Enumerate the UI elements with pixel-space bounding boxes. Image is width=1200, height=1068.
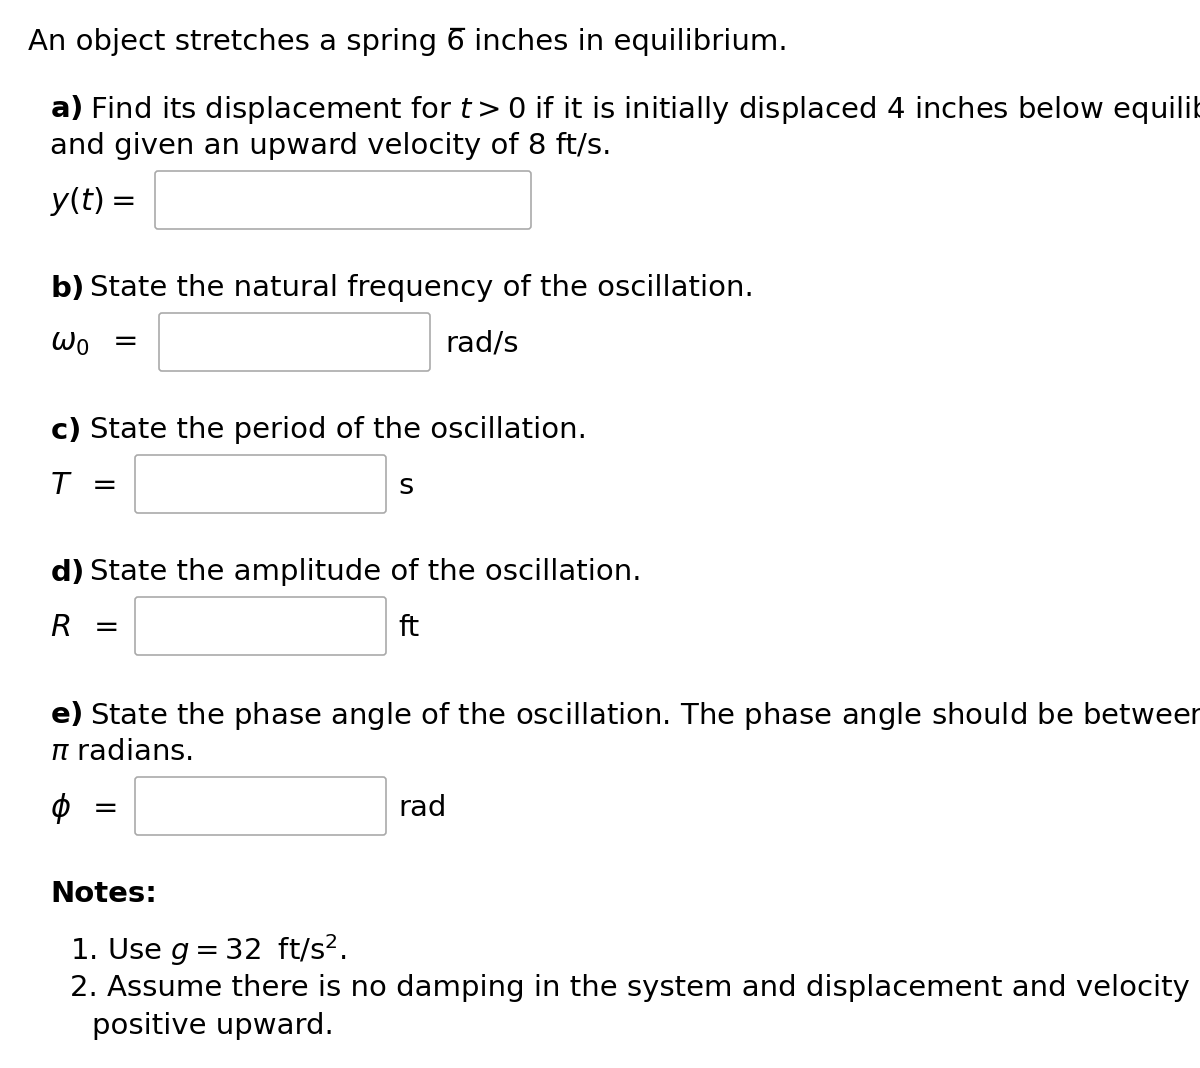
FancyBboxPatch shape [134,778,386,835]
Text: $\pi$ radians.: $\pi$ radians. [50,738,193,766]
Text: State the natural frequency of the oscillation.: State the natural frequency of the oscil… [90,274,754,302]
Text: $T \;\; =$: $T \;\; =$ [50,471,115,501]
Text: $y(t) =$: $y(t) =$ [50,186,134,219]
Text: rad: rad [398,794,446,822]
Text: $R \;\; =$: $R \;\; =$ [50,613,118,643]
FancyBboxPatch shape [134,597,386,655]
Text: positive upward.: positive upward. [92,1012,334,1040]
Text: $\mathbf{a)}$: $\mathbf{a)}$ [50,94,83,123]
Text: $\phi \;\; =$: $\phi \;\; =$ [50,790,116,826]
Text: 2. Assume there is no damping in the system and displacement and velocity are: 2. Assume there is no damping in the sys… [70,974,1200,1002]
FancyBboxPatch shape [155,171,530,229]
Text: ft: ft [398,614,419,642]
Text: $\omega_0 \;\; =$: $\omega_0 \;\; =$ [50,330,137,359]
Text: and given an upward velocity of 8 ft/s.: and given an upward velocity of 8 ft/s. [50,132,611,160]
Text: $\mathbf{d)}$: $\mathbf{d)}$ [50,557,84,587]
Text: Find its displacement for $t > 0$ if it is initially displaced 4 inches below eq: Find its displacement for $t > 0$ if it … [90,94,1200,126]
Text: $\mathbf{b)}$: $\mathbf{b)}$ [50,274,84,303]
FancyBboxPatch shape [134,455,386,513]
Text: An object stretches a spring 6̅ inches in equilibrium.: An object stretches a spring 6̅ inches i… [28,28,787,57]
Text: State the period of the oscillation.: State the period of the oscillation. [90,417,587,444]
Text: State the phase angle of the oscillation. The phase angle should be between $-\p: State the phase angle of the oscillation… [90,700,1200,732]
Text: s: s [398,472,413,500]
Text: 1. Use $g = 32\;\;\mathrm{ft/s^2}$.: 1. Use $g = 32\;\;\mathrm{ft/s^2}$. [70,932,347,968]
FancyBboxPatch shape [158,313,430,371]
Text: $\mathbf{c)}$: $\mathbf{c)}$ [50,417,80,445]
Text: Notes:: Notes: [50,880,157,908]
Text: $\mathbf{e)}$: $\mathbf{e)}$ [50,700,83,729]
Text: State the amplitude of the oscillation.: State the amplitude of the oscillation. [90,557,642,586]
Text: rad/s: rad/s [445,330,518,358]
